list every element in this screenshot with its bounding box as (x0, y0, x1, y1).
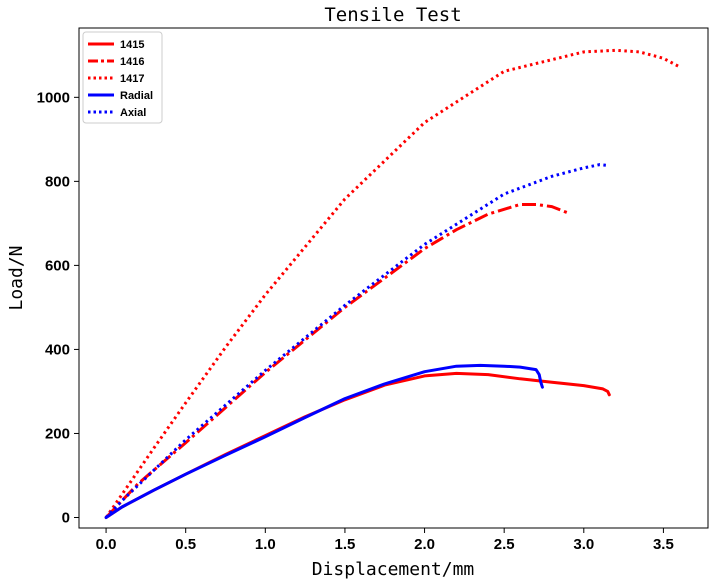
chart-title: Tensile Test (324, 4, 461, 26)
legend-label-1417: 1417 (120, 73, 144, 85)
legend: 1415 1416 1417 Radial Axial (82, 31, 163, 124)
plot-frame (78, 27, 709, 529)
legend-label-1416: 1416 (120, 56, 144, 68)
y-tick-label: 400 (45, 341, 70, 358)
legend-items: 1415 1416 1417 Radial Axial (88, 39, 153, 119)
legend-label-axial: Axial (120, 107, 146, 119)
series-line-1416 (105, 203, 569, 519)
x-tick-label: 3.0 (573, 536, 594, 553)
legend-box (82, 31, 163, 124)
x-tick-label: 0.0 (96, 536, 117, 553)
y-axis-label: Load/N (6, 245, 27, 310)
x-tick-label: 2.0 (414, 536, 435, 553)
y-tick-label: 600 (45, 257, 70, 274)
x-tick-label: 3.5 (653, 536, 674, 553)
y-tick-label: 0 (62, 509, 70, 526)
x-tick-label: 0.5 (175, 536, 196, 553)
x-tick-label: 2.5 (494, 536, 515, 553)
series-line-radial (104, 363, 544, 519)
x-tick-label: 1.0 (255, 536, 276, 553)
x-axis-label: Displacement/mm (312, 559, 475, 580)
legend-label-radial: Radial (120, 90, 153, 102)
series-layer (104, 48, 681, 519)
legend-label-1415: 1415 (120, 39, 144, 51)
y-tick-label: 200 (45, 425, 70, 442)
y-axis-ticks: 0 200 400 600 800 1000 (37, 89, 79, 526)
x-axis-ticks: 0.0 0.5 1.0 1.5 2.0 2.5 3.0 3.5 (96, 528, 674, 553)
x-tick-label: 1.5 (335, 536, 356, 553)
y-tick-label: 800 (45, 173, 70, 190)
y-tick-label: 1000 (37, 89, 70, 106)
